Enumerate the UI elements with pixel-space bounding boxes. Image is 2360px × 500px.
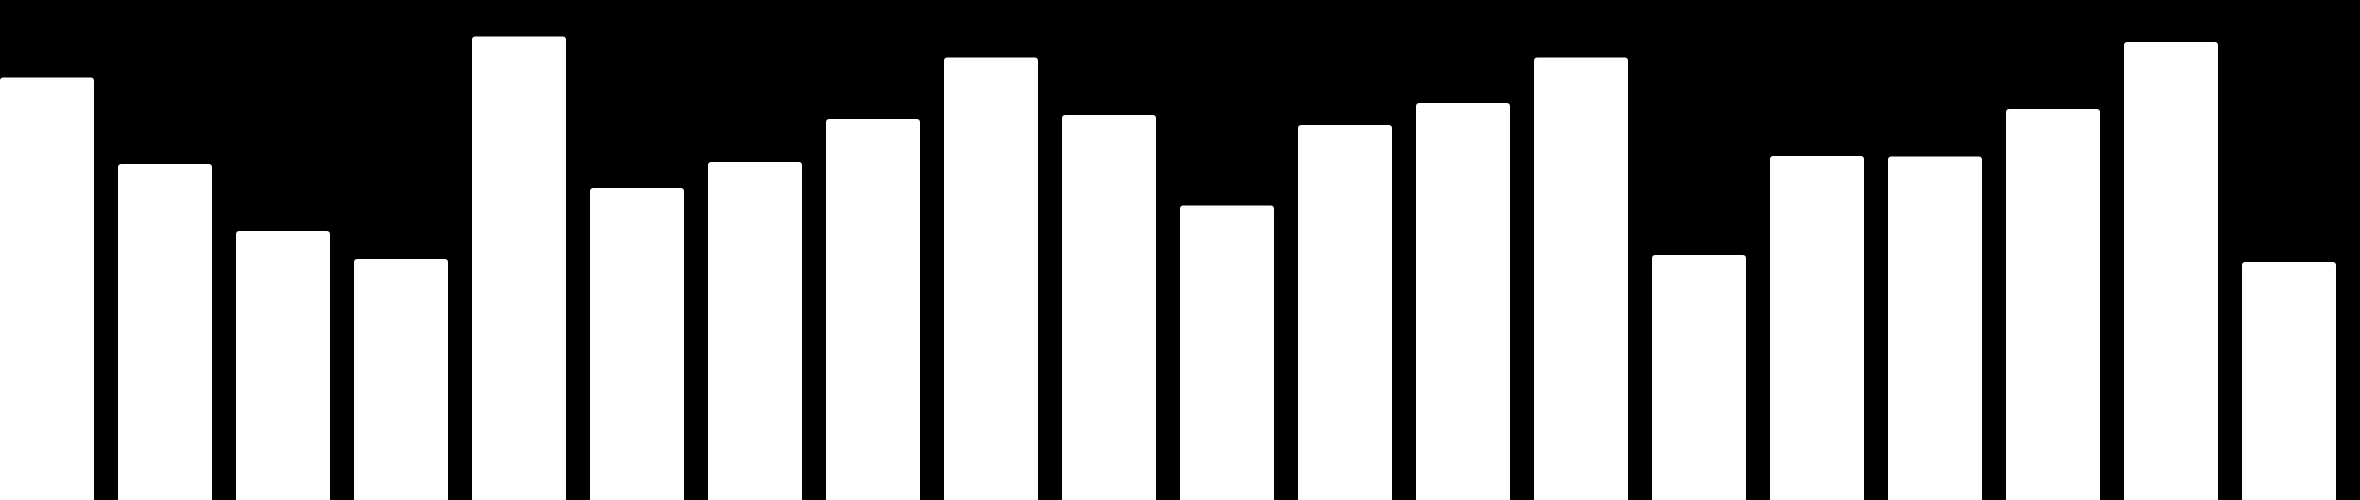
bar-4 (354, 259, 448, 500)
bar-15 (1652, 255, 1746, 500)
bar-16 (1770, 156, 1864, 500)
bar-20 (2242, 262, 2336, 500)
bar-3 (236, 231, 330, 500)
bar-17 (1888, 156, 1982, 500)
bar-series (0, 36, 2336, 500)
bar-12 (1298, 125, 1392, 500)
bar-18 (2006, 109, 2100, 500)
bar-5 (472, 36, 566, 500)
bar-10 (1062, 115, 1156, 500)
bar-2 (118, 164, 212, 500)
bar-8 (826, 119, 920, 500)
bar-11 (1180, 205, 1274, 500)
bar-1 (0, 77, 94, 500)
bar-14 (1534, 57, 1628, 500)
bar-19 (2124, 42, 2218, 500)
bar-7 (708, 162, 802, 500)
bar-9 (944, 57, 1038, 500)
bar-6 (590, 188, 684, 500)
bar-13 (1416, 103, 1510, 500)
